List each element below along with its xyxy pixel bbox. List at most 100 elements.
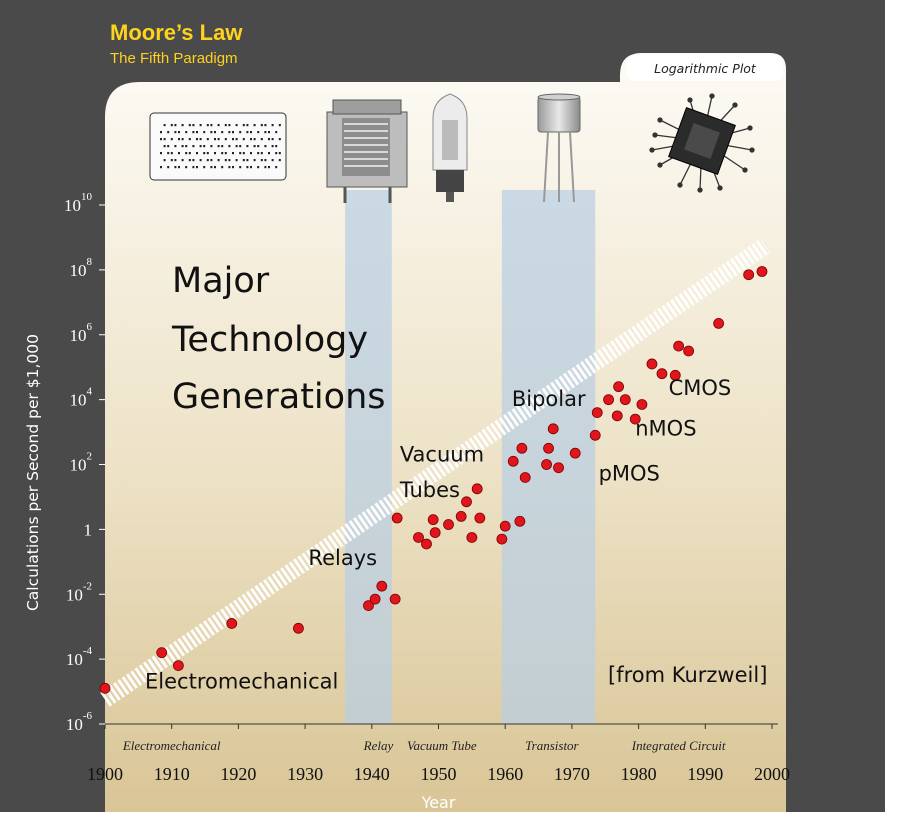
annotation-pmos: pMOS <box>599 462 660 486</box>
heading-line-3: Generations <box>172 377 386 417</box>
data-point-42 <box>673 340 685 352</box>
heading-line-2: Technology <box>171 320 368 360</box>
trend-line <box>100 238 771 707</box>
annotation-vacuum: Vacuum <box>400 442 484 466</box>
data-point-40 <box>656 368 668 380</box>
data-point-27 <box>543 442 554 454</box>
x-tick-label-1900: 1900 <box>87 764 123 784</box>
data-point-22 <box>507 455 519 467</box>
plot-panel <box>105 53 786 812</box>
data-point-30 <box>569 447 581 459</box>
y-tick-label-10: 1010 <box>64 191 93 215</box>
y-tick-label--2: 10-2 <box>66 580 92 604</box>
data-point-26 <box>541 459 552 470</box>
data-point-36 <box>619 394 631 406</box>
data-point-5 <box>363 600 374 612</box>
data-point-43 <box>683 345 695 357</box>
era-label-transistor: Transistor <box>525 738 579 753</box>
y-tick-label-8: 108 <box>70 256 93 280</box>
integrated-circuit-icon <box>649 93 755 193</box>
relay-icon <box>326 99 408 203</box>
era-label-relay: Relay <box>363 738 394 753</box>
annotation-tubes: Tubes <box>399 478 460 502</box>
annotation-relays: Relays <box>308 546 377 570</box>
data-point-31 <box>589 429 601 441</box>
data-point-45 <box>743 269 755 281</box>
y-tick-label-6: 106 <box>70 321 93 345</box>
y-tick-label--6: 10-6 <box>66 710 93 734</box>
data-point-38 <box>636 399 648 410</box>
punch-card-icon <box>149 112 287 181</box>
chart-subtitle: The Fifth Paradigm <box>110 50 238 67</box>
x-tick-label-1930: 1930 <box>287 764 323 784</box>
era-labels: Electromechanical Relay Vacuum Tube Transis… <box>122 738 726 753</box>
y-axis-label: Calculations per Second per $1,000 <box>24 334 42 611</box>
x-tick-label-1950: 1950 <box>421 764 457 784</box>
y-tick-label-0: 1 <box>84 520 93 539</box>
era-band-0 <box>345 190 392 724</box>
data-point-39 <box>646 358 658 370</box>
era-band-1 <box>501 190 596 724</box>
y-tick-label-4: 104 <box>70 386 93 410</box>
logarithmic-tag: Logarithmic Plot <box>654 61 757 76</box>
data-point-29 <box>553 462 564 474</box>
trend-band <box>100 238 771 707</box>
major-technology-heading: Major Technology Generations <box>171 261 386 417</box>
annotation-cmos: CMOS <box>669 376 732 400</box>
data-point-33 <box>603 394 614 406</box>
data-point-24 <box>516 442 528 454</box>
data-point-10 <box>413 532 424 543</box>
era-label-vacuum-tube: Vacuum Tube <box>407 738 477 753</box>
data-point-13 <box>429 527 441 539</box>
data-point-15 <box>455 511 467 522</box>
x-tick-label-1920: 1920 <box>220 764 256 784</box>
data-point-9 <box>391 512 403 524</box>
chart-title: Moore’s Law <box>110 20 243 45</box>
data-point-16 <box>461 496 472 508</box>
x-tick-label-1960: 1960 <box>487 764 523 784</box>
data-point-32 <box>591 407 603 419</box>
data-point-2 <box>172 660 184 672</box>
data-point-25 <box>519 472 531 483</box>
data-point-17 <box>466 532 478 543</box>
data-point-21 <box>499 520 511 532</box>
data-point-46 <box>756 266 768 277</box>
y-tick-label--4: 10-4 <box>66 645 93 669</box>
data-point-23 <box>514 515 526 527</box>
data-point-28 <box>547 423 559 435</box>
data-point-4 <box>293 622 304 634</box>
data-point-20 <box>496 533 508 545</box>
data-points <box>99 266 768 694</box>
x-tick-label-2000: 2000 <box>754 764 790 784</box>
x-tick-label-1910: 1910 <box>154 764 190 784</box>
data-point-7 <box>376 580 388 592</box>
era-label-integrated-circuit: Integrated Circuit <box>631 738 726 753</box>
x-tick-label-1990: 1990 <box>687 764 723 784</box>
data-point-37 <box>629 413 641 425</box>
annotations: Electromechanical Relays Vacuum Tubes Bipola… <box>145 376 731 694</box>
y-tick-label-2: 102 <box>70 451 93 475</box>
data-point-14 <box>443 519 454 530</box>
heading-line-1: Major <box>172 261 270 301</box>
data-point-12 <box>427 514 439 526</box>
data-point-18 <box>471 483 483 495</box>
x-tick-label-1980: 1980 <box>621 764 657 784</box>
data-point-41 <box>669 369 681 381</box>
data-point-8 <box>389 593 401 605</box>
data-point-35 <box>613 381 624 393</box>
transistor-icon <box>537 93 581 203</box>
data-point-19 <box>474 512 486 524</box>
x-axis-label: Year <box>421 793 456 812</box>
annotation-electromechanical: Electromechanical <box>145 669 338 693</box>
era-bands <box>345 190 596 724</box>
era-label-electromechanical: Electromechanical <box>122 738 221 753</box>
data-point-34 <box>611 410 623 422</box>
data-point-11 <box>421 538 432 550</box>
vacuum-tube-icon <box>432 93 468 202</box>
source-credit: [from Kurzweil] <box>608 663 767 687</box>
x-tick-label-1970: 1970 <box>554 764 590 784</box>
axes: 1900 1910 1920 1930 1940 1950 1960 1970 1980 1990… <box>24 191 790 812</box>
data-point-1 <box>156 647 168 659</box>
